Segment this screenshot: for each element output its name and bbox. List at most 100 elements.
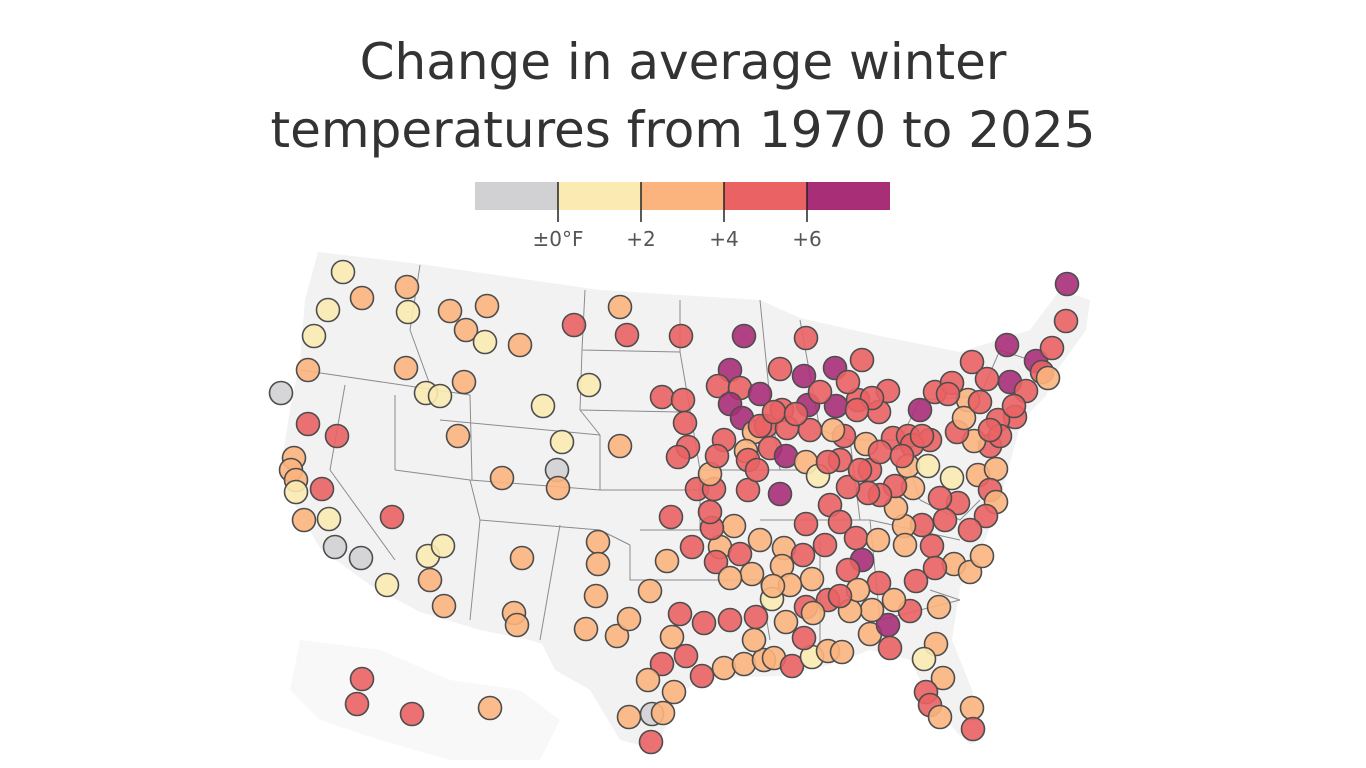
station-dot [395,299,421,325]
station-dot [585,551,611,577]
station-dot [859,597,885,623]
legend-swatches [475,182,890,222]
station-dot [827,583,853,609]
station-dot [431,593,457,619]
station-dot [892,532,918,558]
station-dot [616,704,642,730]
station-dot [969,543,995,569]
station-dot [417,567,443,593]
station-dot [820,417,846,443]
station-dot [835,369,861,395]
station-dot [349,285,375,311]
station-dot [379,504,405,530]
station-dot [673,643,699,669]
station-dot [903,568,929,594]
station-dot [793,511,819,537]
station-dot [427,383,453,409]
station-dot [649,384,675,410]
station-dot [316,506,342,532]
chart-title: Change in average winter temperatures fr… [0,28,1366,164]
station-dot [453,317,479,343]
station-dot [295,411,321,437]
station-dot [315,297,341,323]
station-dot [951,405,977,431]
station-dot [977,417,1003,443]
station-dot [959,349,985,375]
legend-label-1: +2 [626,227,656,251]
station-dot [926,594,952,620]
station-dot [731,323,757,349]
station-dot [767,481,793,507]
station-dot [399,701,425,727]
station-dot [650,700,676,726]
station-dot [344,691,370,717]
station-dot [1054,271,1080,297]
legend-swatch-2 [641,182,724,210]
station-dot [672,410,698,436]
station-dot [1039,335,1065,361]
station-dot [309,476,335,502]
station-dot [911,646,937,672]
station-dot [739,561,765,587]
station-dot [843,525,869,551]
station-dot [815,449,841,475]
station-dot [489,465,515,491]
station-dot [573,616,599,642]
station-dot [793,325,819,351]
station-dot [915,453,941,479]
station-dot [635,667,661,693]
station-dot [865,527,891,553]
station-dot [835,474,861,500]
station-dot [935,381,961,407]
station-dot [691,610,717,636]
station-dot [932,507,958,533]
station-dot [881,587,907,613]
station-dot [661,679,687,705]
station-dot [474,293,500,319]
station-dot [1053,308,1079,334]
station-dot [654,548,680,574]
station-dot [472,329,498,355]
station-dot [324,423,350,449]
station-dot [721,513,747,539]
station-dot [994,332,1020,358]
station-dot [704,443,730,469]
station-dot [847,457,873,483]
title-line-1: Change in average winter [359,33,1007,91]
station-dot [877,635,903,661]
station-dot [530,393,556,419]
station-dot [477,695,503,721]
station-dot [767,356,793,382]
station-dot [689,663,715,689]
station-dot [983,456,1009,482]
station-dot [930,665,956,691]
station-dot [747,381,773,407]
station-dot [504,612,530,638]
station-dot [374,572,400,598]
station-dot [735,477,761,503]
station-dot [445,423,471,449]
station-dot [779,653,805,679]
station-dot [799,566,825,592]
station-dot [807,379,833,405]
title-line-2: temperatures from 1970 to 2025 [270,101,1096,159]
legend-label-2: +4 [709,227,739,251]
station-dot [800,600,826,626]
station-dot [717,607,743,633]
station-dot [583,583,609,609]
station-dots [268,259,1080,755]
legend-swatch-3 [724,182,807,210]
station-dot [760,573,786,599]
station-dot [348,545,374,571]
station-dot [741,627,767,653]
station-dot [867,439,893,465]
station-dot [616,606,642,632]
station-dot [1001,393,1027,419]
station-dot [649,651,675,677]
legend-swatch-0 [475,182,558,210]
station-dot [731,651,757,677]
station-dot [849,347,875,373]
station-dot [744,457,770,483]
station-dot [927,485,953,511]
